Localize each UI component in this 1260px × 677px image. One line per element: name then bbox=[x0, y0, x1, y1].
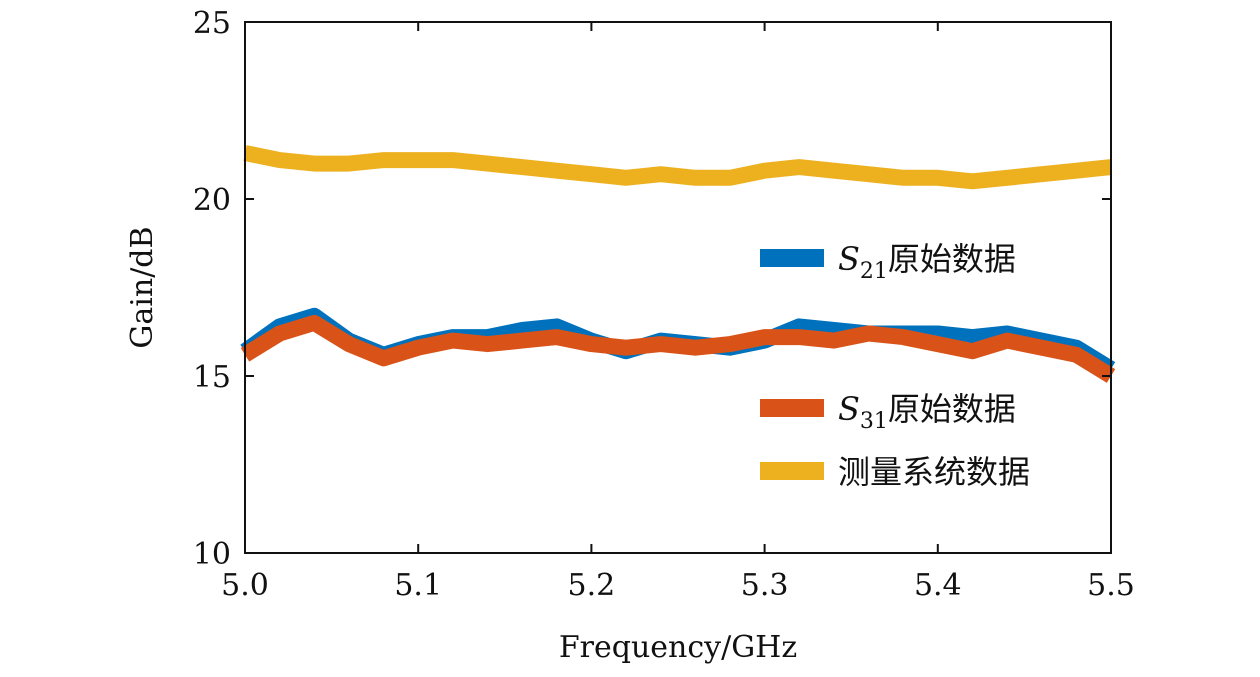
legend-label-1: S21原始数据 bbox=[838, 240, 1016, 284]
y-tick-label: 20 bbox=[193, 183, 231, 218]
legend-label-2: S31原始数据 bbox=[838, 390, 1016, 434]
y-tick-label: 15 bbox=[193, 360, 231, 395]
y-tick-label: 25 bbox=[193, 6, 231, 41]
x-tick-label: 5.1 bbox=[394, 568, 442, 603]
y-axis-title: Gain/dB bbox=[125, 226, 160, 348]
legend-swatch-2 bbox=[760, 399, 824, 417]
x-tick-label: 5.4 bbox=[914, 568, 962, 603]
x-axis-title: Frequency/GHz bbox=[559, 630, 797, 665]
x-tick-label: 5.5 bbox=[1087, 568, 1135, 603]
y-tick-label: 10 bbox=[193, 537, 231, 572]
x-tick-label: 5.0 bbox=[221, 568, 269, 603]
legend-label-3: 测量系统数据 bbox=[838, 453, 1030, 491]
legend-swatch-1 bbox=[760, 249, 824, 267]
legend-swatch-3 bbox=[760, 462, 824, 480]
series-layer bbox=[240, 145, 1116, 383]
x-tick-label: 5.3 bbox=[741, 568, 789, 603]
series-line-3 bbox=[243, 145, 1112, 190]
series-line-2 bbox=[240, 314, 1116, 383]
plot-area-frame bbox=[244, 21, 1112, 554]
axis-ticks: 5.0 5.1 5.2 5.3 5.4 5.5 10 15 20 25 bbox=[193, 6, 1135, 603]
x-tick-label: 5.2 bbox=[568, 568, 616, 603]
